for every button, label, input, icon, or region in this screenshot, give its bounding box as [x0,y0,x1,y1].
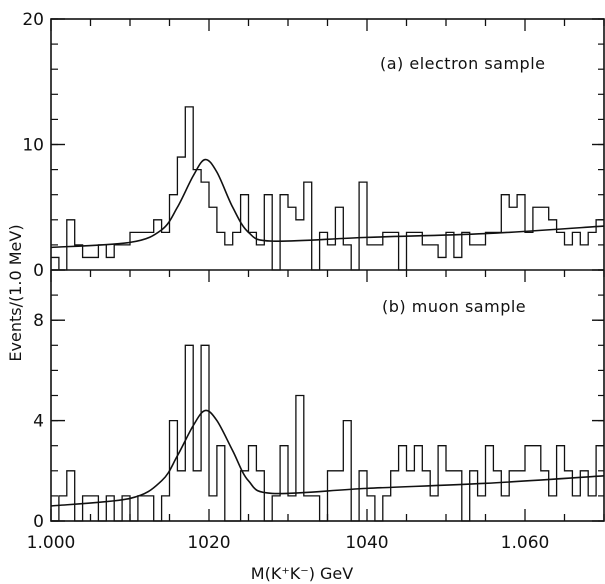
y-tick-label-electron: 20 [22,10,44,30]
y-tick-label-muon: 8 [33,311,44,331]
histogram-electron [51,106,604,271]
histogram-muon [51,344,604,522]
panel-label-muon: (b) muon sample [382,297,526,316]
y-tick-label-electron: 0 [33,261,44,281]
y-axis-title: Events/(1.0 MeV) [6,224,25,361]
x-axis: 1.000 1020 1040 1.060 [27,509,605,553]
panel-label-electron: (a) electron sample [380,54,546,73]
y-tick-label-muon: 0 [33,512,44,532]
x-tick-label: 1020 [187,533,230,553]
panel-electron: 0 10 20 [22,10,605,281]
y-tick-label-electron: 10 [22,136,44,156]
fit-curve-electron [50,158,605,249]
x-tick-label: 1.060 [501,533,550,553]
y-tick-label-muon: 4 [33,412,44,432]
panel-muon: 0 4 8 [33,269,605,532]
fit-curve-muon [50,409,605,507]
x-tick-label: 1040 [345,533,388,553]
x-tick-label: 1.000 [27,533,76,553]
x-axis-title: M(K⁺K⁻) GeV [251,564,353,583]
